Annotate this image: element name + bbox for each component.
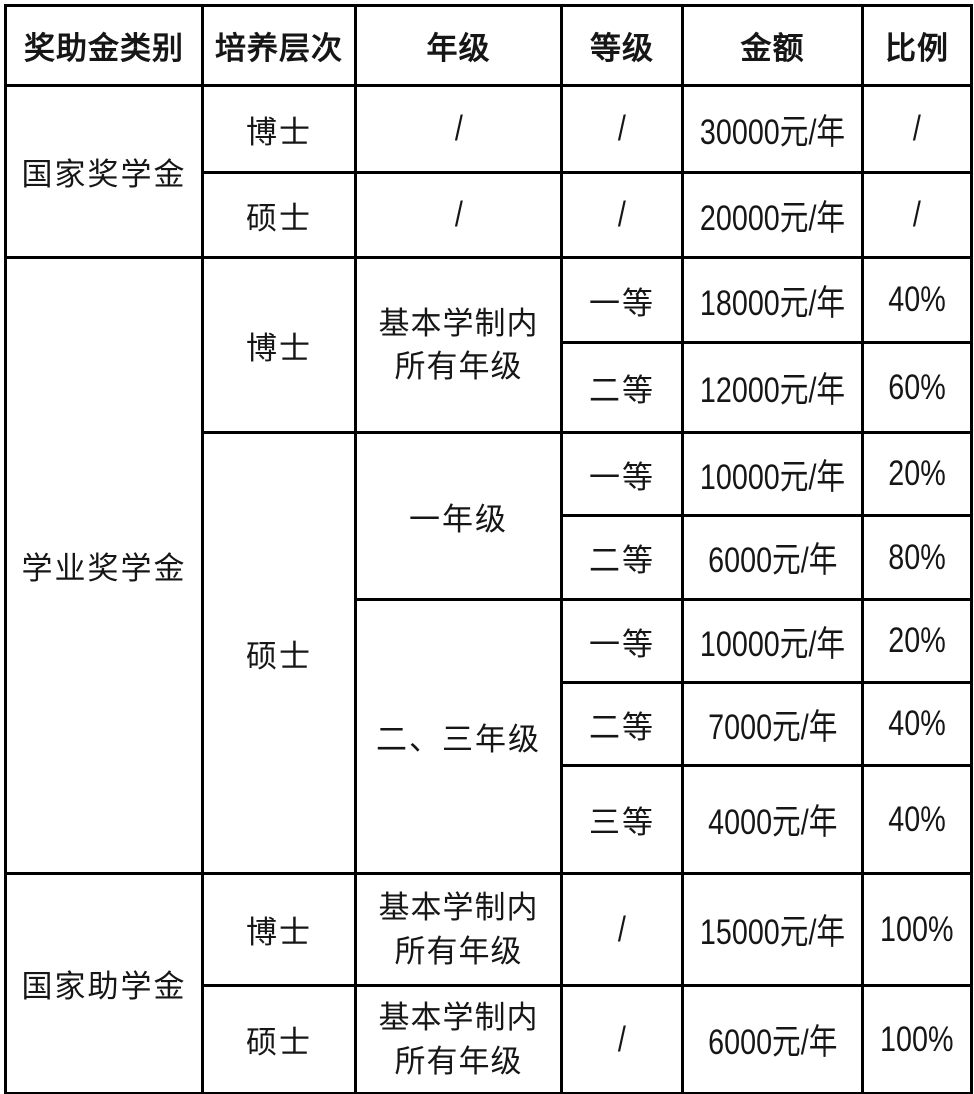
- ratio-cell: 40%: [861, 764, 973, 875]
- tier-cell: 一等: [560, 431, 684, 517]
- table-row: 二等 12000元/年 60%: [6, 341, 973, 434]
- ratio-value: /: [913, 109, 921, 148]
- grade-cell: 基本学制内 所有年级: [354, 256, 563, 434]
- header-category: 奖助金类别: [4, 4, 204, 87]
- ratio-cell: 20%: [861, 431, 973, 517]
- grade-cell: 基本学制内 所有年级: [354, 984, 563, 1094]
- table-row: 硕士 / / 20000元/年 /: [6, 171, 973, 259]
- amount-cell: 15000元/年: [681, 872, 864, 987]
- amount-value: 18000元/年: [699, 283, 846, 323]
- ratio-value: 20%: [888, 454, 946, 493]
- tier-cell: 一等: [560, 598, 684, 684]
- ratio-cell: /: [861, 84, 973, 174]
- tier-cell: 三等: [560, 764, 684, 875]
- header-level: 培养层次: [201, 4, 357, 87]
- table-row: 硕士 一年级 一等 10000元/年 20%: [6, 431, 973, 875]
- tier-value: /: [618, 109, 626, 148]
- amount-cell: 4000元/年: [681, 764, 864, 875]
- ratio-value: 60%: [888, 367, 946, 407]
- tier-cell: /: [560, 84, 684, 174]
- tier-cell: 二等: [560, 681, 684, 767]
- scholarship-table: 奖助金类别 培养层次 年级 等级 金额 比例 国家奖学金 博士 / / 3000…: [4, 4, 973, 1094]
- ratio-cell: /: [861, 171, 973, 259]
- ratio-cell: 20%: [861, 598, 973, 684]
- ratio-cell: 40%: [861, 256, 973, 344]
- amount-cell: 18000元/年: [681, 256, 864, 344]
- ratio-value: 100%: [880, 909, 954, 949]
- table-row: 二等 7000元/年 40%: [6, 681, 973, 767]
- table-row: 国家奖学金 博士 / / 30000元/年 /: [4, 84, 973, 259]
- grade-value: /: [454, 195, 463, 234]
- ratio-cell: 100%: [861, 984, 973, 1094]
- category-cell: 国家奖学金: [4, 84, 204, 259]
- grade-cell: 二、三年级: [354, 598, 563, 875]
- table-row: 学业奖学金 博士 基本学制内 所有年级 一等 18000元/年 40%: [4, 256, 973, 875]
- amount-value: 12000元/年: [699, 371, 846, 410]
- amount-cell: 6000元/年: [681, 984, 864, 1094]
- header-tier: 等级: [560, 4, 684, 87]
- amount-cell: 12000元/年: [681, 341, 864, 434]
- tier-cell: 二等: [560, 341, 684, 434]
- level-cell: 博士: [201, 84, 357, 174]
- grade-cell: /: [354, 84, 563, 174]
- header-row: 奖助金类别 培养层次 年级 等级 金额 比例: [4, 4, 973, 87]
- tier-value: /: [618, 909, 626, 949]
- ratio-value: 40%: [888, 280, 946, 319]
- level-cell: 博士: [201, 256, 357, 434]
- header-grade: 年级: [354, 4, 563, 87]
- amount-value: 10000元/年: [699, 624, 846, 664]
- amount-value: 15000元/年: [699, 913, 846, 952]
- amount-value: 6000元/年: [707, 541, 838, 580]
- tier-value: /: [618, 1019, 626, 1059]
- header-amount: 金额: [681, 4, 864, 87]
- level-cell: 硕士: [201, 431, 357, 875]
- amount-cell: 10000元/年: [681, 598, 864, 684]
- amount-value: 4000元/年: [707, 803, 838, 842]
- ratio-cell: 40%: [861, 681, 973, 767]
- amount-cell: 6000元/年: [681, 514, 864, 601]
- ratio-cell: 100%: [861, 872, 973, 987]
- tier-cell: 二等: [560, 514, 684, 601]
- table-row: 国家助学金 博士 基本学制内 所有年级 / 15000元/年 100%: [4, 872, 973, 1094]
- tier-cell: /: [560, 872, 684, 987]
- tier-cell: /: [560, 984, 684, 1094]
- ratio-value: 20%: [888, 621, 946, 660]
- grade-cell: 基本学制内 所有年级: [354, 872, 563, 987]
- grade-cell: /: [354, 171, 563, 259]
- table-row: 硕士 基本学制内 所有年级 / 6000元/年 100%: [6, 984, 973, 1094]
- grade-value: /: [454, 109, 463, 148]
- ratio-value: /: [913, 195, 921, 234]
- ratio-cell: 80%: [861, 514, 973, 601]
- amount-value: 10000元/年: [699, 457, 846, 497]
- amount-cell: 7000元/年: [681, 681, 864, 767]
- amount-cell: 30000元/年: [681, 84, 864, 174]
- level-cell: 博士: [201, 872, 357, 987]
- amount-value: 30000元/年: [699, 112, 846, 152]
- level-cell: 硕士: [201, 984, 357, 1094]
- tier-cell: 一等: [560, 256, 684, 344]
- header-ratio: 比例: [861, 4, 973, 87]
- amount-cell: 10000元/年: [681, 431, 864, 517]
- tier-cell: /: [560, 171, 684, 259]
- ratio-cell: 60%: [861, 341, 973, 434]
- level-cell: 硕士: [201, 171, 357, 259]
- ratio-value: 40%: [888, 704, 946, 743]
- amount-cell: 20000元/年: [681, 171, 864, 259]
- amount-value: 7000元/年: [707, 707, 838, 747]
- tier-value: /: [618, 195, 626, 234]
- table-row: 三等 4000元/年 40%: [6, 764, 973, 875]
- ratio-value: 40%: [888, 799, 946, 839]
- amount-value: 20000元/年: [699, 198, 846, 238]
- ratio-value: 100%: [880, 1019, 954, 1059]
- amount-value: 6000元/年: [707, 1023, 838, 1062]
- table-row: 二等 6000元/年 80%: [6, 514, 973, 601]
- grade-cell: 一年级: [354, 431, 563, 601]
- ratio-value: 80%: [888, 537, 946, 577]
- category-cell: 国家助学金: [4, 872, 204, 1094]
- table-row: 二、三年级 一等 10000元/年 20%: [6, 598, 973, 875]
- category-cell: 学业奖学金: [4, 256, 204, 875]
